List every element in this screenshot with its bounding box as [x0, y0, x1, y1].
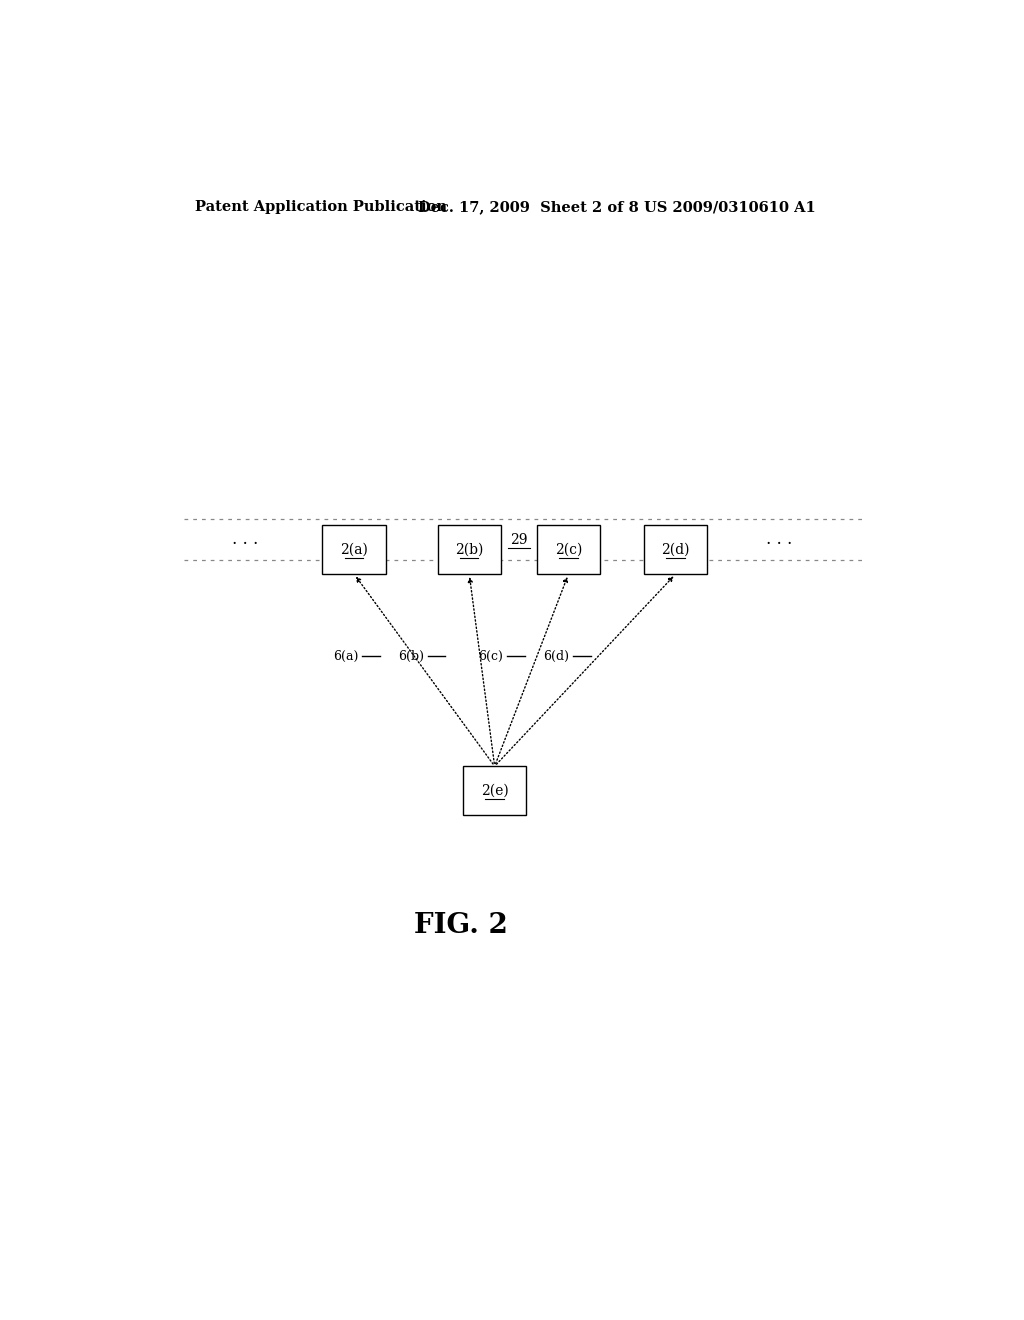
Text: 2(b): 2(b)	[455, 543, 483, 557]
Text: 2(e): 2(e)	[481, 784, 509, 797]
Text: 6(d): 6(d)	[544, 649, 569, 663]
Text: US 2009/0310610 A1: US 2009/0310610 A1	[644, 201, 815, 214]
FancyBboxPatch shape	[323, 525, 386, 574]
Text: . . .: . . .	[232, 531, 259, 548]
FancyBboxPatch shape	[463, 766, 526, 814]
Text: Dec. 17, 2009  Sheet 2 of 8: Dec. 17, 2009 Sheet 2 of 8	[418, 201, 638, 214]
Text: Patent Application Publication: Patent Application Publication	[196, 201, 447, 214]
Text: 2(d): 2(d)	[662, 543, 690, 557]
FancyBboxPatch shape	[537, 525, 600, 574]
Text: 6(b): 6(b)	[398, 649, 424, 663]
Text: 6(c): 6(c)	[478, 649, 504, 663]
Text: 2(c): 2(c)	[555, 543, 582, 557]
Text: . . .: . . .	[766, 531, 792, 548]
Text: 6(a): 6(a)	[333, 649, 358, 663]
FancyBboxPatch shape	[437, 525, 501, 574]
Text: 2(a): 2(a)	[340, 543, 368, 557]
Text: 29: 29	[511, 532, 528, 546]
Text: FIG. 2: FIG. 2	[415, 912, 508, 940]
FancyBboxPatch shape	[644, 525, 708, 574]
